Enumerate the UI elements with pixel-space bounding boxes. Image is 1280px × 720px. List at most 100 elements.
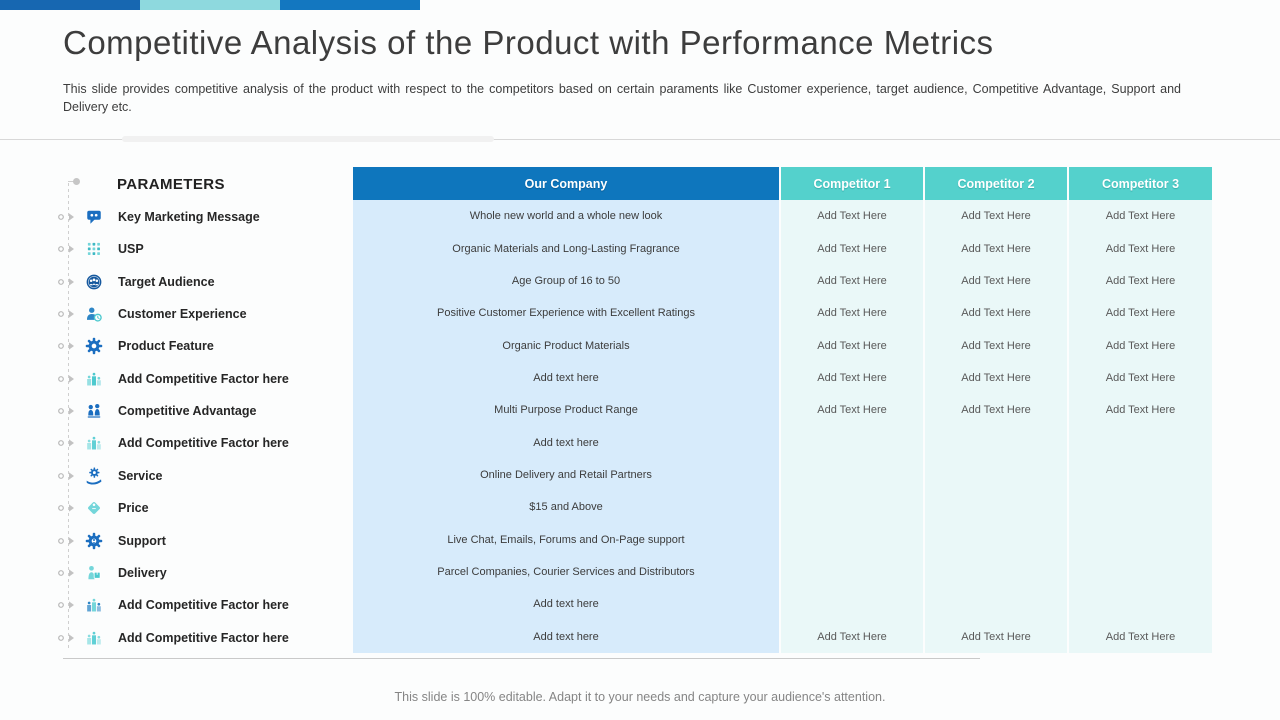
column-header-competitor-2[interactable]: Competitor 2 [925,167,1067,200]
table-cell[interactable]: Add Text Here [961,307,1031,320]
table-cell[interactable] [781,491,923,523]
table-cell[interactable]: Add text here [533,371,599,384]
table-cell[interactable]: Add Text Here [817,242,887,255]
table-cell[interactable] [781,459,923,491]
table-cell[interactable]: Add Text Here [961,210,1031,223]
table-cell[interactable] [925,427,1067,459]
podium-icon [85,596,103,614]
table-cell[interactable]: Add Text Here [817,404,887,417]
table-cell[interactable]: Add Text Here [1105,307,1176,320]
parameter-item[interactable]: Price [56,492,356,524]
table-cell[interactable]: Add Text Here [961,339,1031,352]
column-header-competitor-1[interactable]: Competitor 1 [781,167,923,200]
gear-icon [85,337,103,355]
parameter-item[interactable]: Customer Experience [56,298,356,330]
parameter-label: Add Competitive Factor here [118,630,289,645]
parameter-item[interactable]: Key Marketing Message [56,201,356,233]
table-cell[interactable]: Live Chat, Emails, Forums and On-Page su… [447,533,685,546]
table-cell[interactable]: Add Text Here [817,339,887,352]
table-cell[interactable]: Add Text Here [1105,371,1176,384]
column-header-competitor-3[interactable]: Competitor 3 [1069,167,1212,200]
column-body: Add Text Here Add Text Here Add Text Here A… [781,200,923,653]
table-cell[interactable]: Add text here [533,436,599,449]
table-cell[interactable] [925,556,1067,588]
page-title: Competitive Analysis of the Product with… [63,24,994,61]
accent-segment-2 [140,0,280,10]
table-cell[interactable]: Add Text Here [817,371,887,384]
price-tag-icon [85,499,103,517]
table-cell[interactable]: Add Text Here [961,371,1031,384]
table-cell[interactable] [1069,491,1212,523]
parameter-label: Service [118,468,163,483]
table-cell[interactable] [1069,588,1212,620]
table-cell[interactable] [1069,556,1212,588]
table-cell[interactable]: Add Text Here [817,307,887,320]
podium-icon [85,434,103,452]
table-cell[interactable]: Online Delivery and Retail Partners [480,469,652,482]
table-cell[interactable]: Age Group of 16 to 50 [511,274,621,287]
parameter-label: Add Competitive Factor here [118,598,289,613]
parameter-item[interactable]: Target Audience [56,266,356,298]
table-cell[interactable]: Add Text Here [817,274,887,287]
table-cell[interactable]: Add Text Here [1105,404,1176,417]
table-cell[interactable]: Add Text Here [1105,339,1176,352]
parameter-item[interactable]: Add Competitive Factor here [56,589,356,621]
table-cell[interactable]: Multi Purpose Product Range [494,404,638,417]
table-cell[interactable]: Add Text Here [817,630,887,643]
column-header-our-company[interactable]: Our Company [353,167,779,200]
list-bullet-icon [56,471,78,481]
parameter-item[interactable]: Competitive Advantage [56,395,356,427]
table-cell[interactable] [925,524,1067,556]
speech-bubble-icon [85,208,103,226]
table-cell[interactable] [1069,459,1212,491]
customer-experience-icon [85,305,103,323]
table-cell[interactable]: Add Text Here [1105,630,1176,643]
parameter-label: Customer Experience [118,307,247,322]
footer-note: This slide is 100% editable. Adapt it to… [394,690,886,704]
table-cell[interactable]: Add text here [533,598,599,611]
table-cell[interactable]: Positive Customer Experience with Excell… [436,307,695,320]
table-cell[interactable] [781,556,923,588]
table-cell[interactable]: Parcel Companies, Courier Services and D… [437,566,695,579]
table-cell[interactable] [925,459,1067,491]
parameter-label: Product Feature [118,339,214,354]
parameter-item[interactable]: Add Competitive Factor here [56,427,356,459]
parameter-label: Add Competitive Factor here [118,371,289,386]
table-cell[interactable]: Add Text Here [1105,274,1176,287]
table-cell[interactable]: $15 and Above [529,501,603,514]
parameter-item[interactable]: Add Competitive Factor here [56,363,356,395]
table-cell[interactable]: Organic Materials and Long-Lasting Fragr… [452,242,680,255]
table-cell[interactable] [925,588,1067,620]
parameter-item[interactable]: Add Competitive Factor here [56,622,356,654]
table-cell[interactable] [781,588,923,620]
table-cell[interactable]: Organic Product Materials [502,339,630,352]
parameter-label: Target Audience [118,274,215,289]
table-cell[interactable] [781,427,923,459]
parameter-label: USP [118,242,144,257]
table-cell[interactable] [781,524,923,556]
table-cell[interactable] [1069,524,1212,556]
table-cell[interactable]: Whole new world and a whole new look [469,210,663,223]
table-cell[interactable]: Add Text Here [961,242,1031,255]
parameter-item[interactable]: USP [56,233,356,265]
table-bottom-divider [63,658,980,659]
advantage-people-icon [85,402,103,420]
column-body: Whole new world and a whole new look Orga… [353,200,779,653]
delivery-icon [85,564,103,582]
table-cell[interactable]: Add Text Here [961,630,1031,643]
table-cell[interactable]: Add text here [533,630,599,643]
table-cell[interactable]: Add Text Here [961,404,1031,417]
table-cell[interactable] [1069,427,1212,459]
parameter-item[interactable]: Service [56,460,356,492]
parameter-label: Support [118,533,166,548]
table-cell[interactable]: Add Text Here [1105,242,1176,255]
parameter-item[interactable]: Support [56,525,356,557]
parameter-item[interactable]: Delivery [56,557,356,589]
table-cell[interactable]: Add Text Here [817,210,887,223]
table-cell[interactable] [925,491,1067,523]
grid-dots-icon [85,240,103,258]
parameter-item[interactable]: Product Feature [56,330,356,362]
table-cell[interactable]: Add Text Here [1105,210,1176,223]
table-cell[interactable]: Add Text Here [961,274,1031,287]
list-bullet-icon [56,503,78,513]
